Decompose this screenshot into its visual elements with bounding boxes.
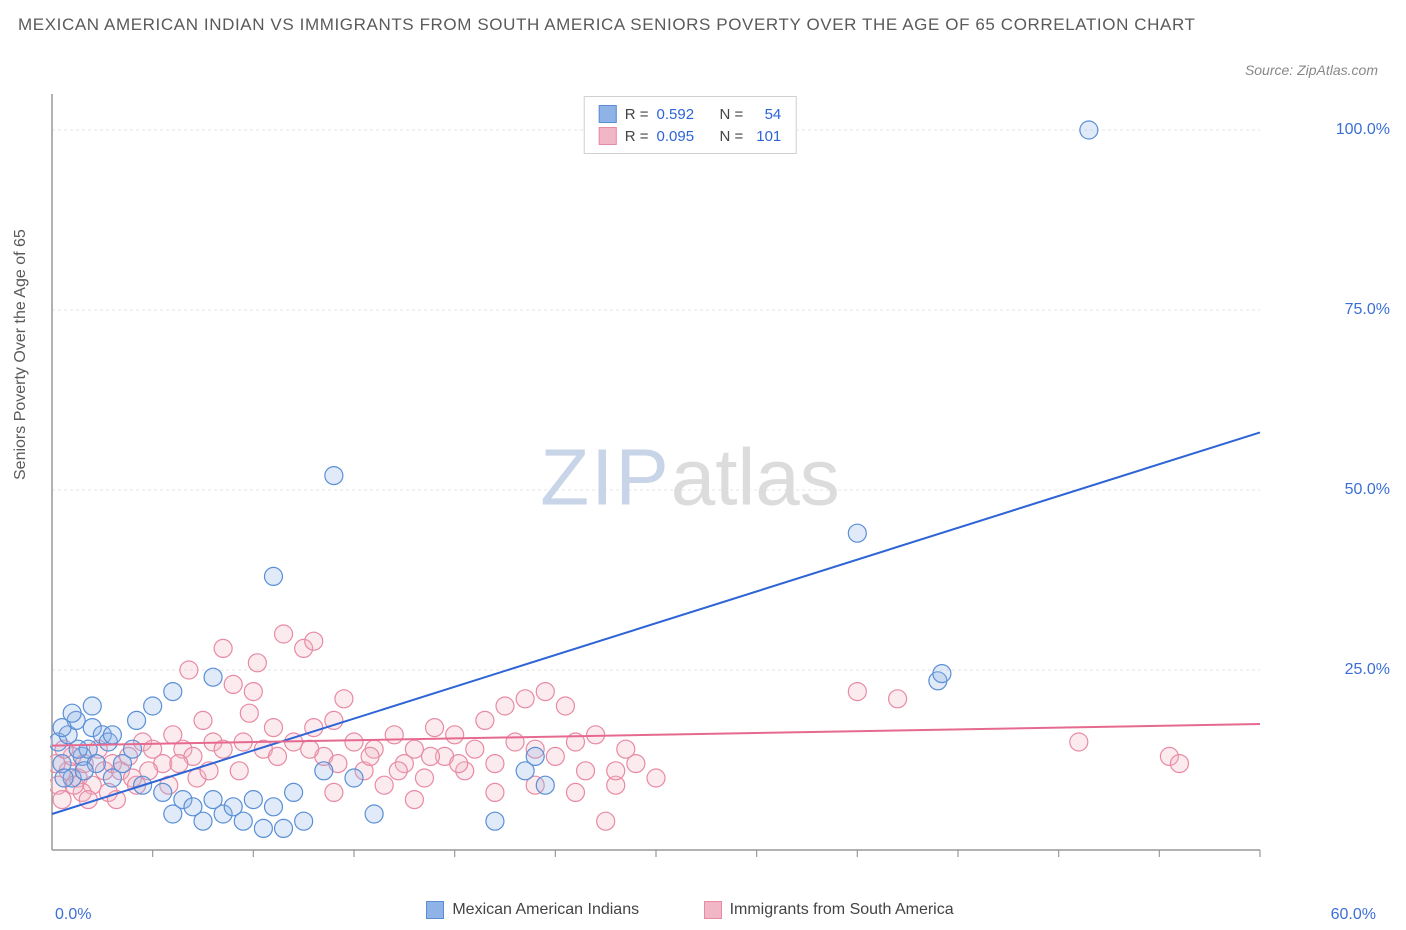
correlation-legend: R = 0.592 N = 54 R = 0.095 N = 101 — [584, 96, 797, 154]
swatch-icon — [426, 901, 444, 919]
n-label: N = — [720, 106, 744, 123]
r-value-0: 0.592 — [657, 106, 712, 123]
plot-svg — [50, 92, 1330, 872]
r-label: R = — [625, 106, 649, 123]
swatch-series-1 — [599, 127, 617, 145]
r-label: R = — [625, 128, 649, 145]
series-legend: Mexican American Indians Immigrants from… — [50, 901, 1330, 924]
y-tick-label: 25.0% — [1345, 661, 1390, 679]
swatch-icon — [704, 901, 722, 919]
r-value-1: 0.095 — [657, 128, 712, 145]
legend-item-1: Immigrants from South America — [704, 901, 954, 919]
legend-label-0: Mexican American Indians — [452, 901, 639, 919]
n-label: N = — [720, 128, 744, 145]
legend-row-series-0: R = 0.592 N = 54 — [599, 103, 782, 125]
chart-title: MEXICAN AMERICAN INDIAN VS IMMIGRANTS FR… — [18, 12, 1206, 38]
y-axis-label: Seniors Poverty Over the Age of 65 — [12, 229, 30, 480]
scatter-plot: ZIPatlas R = 0.592 N = 54 R = 0.095 N = … — [50, 92, 1330, 872]
y-tick-label: 50.0% — [1345, 481, 1390, 499]
legend-row-series-1: R = 0.095 N = 101 — [599, 125, 782, 147]
legend-label-1: Immigrants from South America — [730, 901, 954, 919]
y-tick-label: 100.0% — [1336, 121, 1390, 139]
y-tick-label: 75.0% — [1345, 301, 1390, 319]
source-attribution: Source: ZipAtlas.com — [1245, 62, 1378, 78]
n-value-1: 101 — [751, 128, 781, 145]
n-value-0: 54 — [751, 106, 781, 123]
legend-item-0: Mexican American Indians — [426, 901, 639, 919]
swatch-series-0 — [599, 105, 617, 123]
x-tick-label-max: 60.0% — [1331, 906, 1376, 924]
